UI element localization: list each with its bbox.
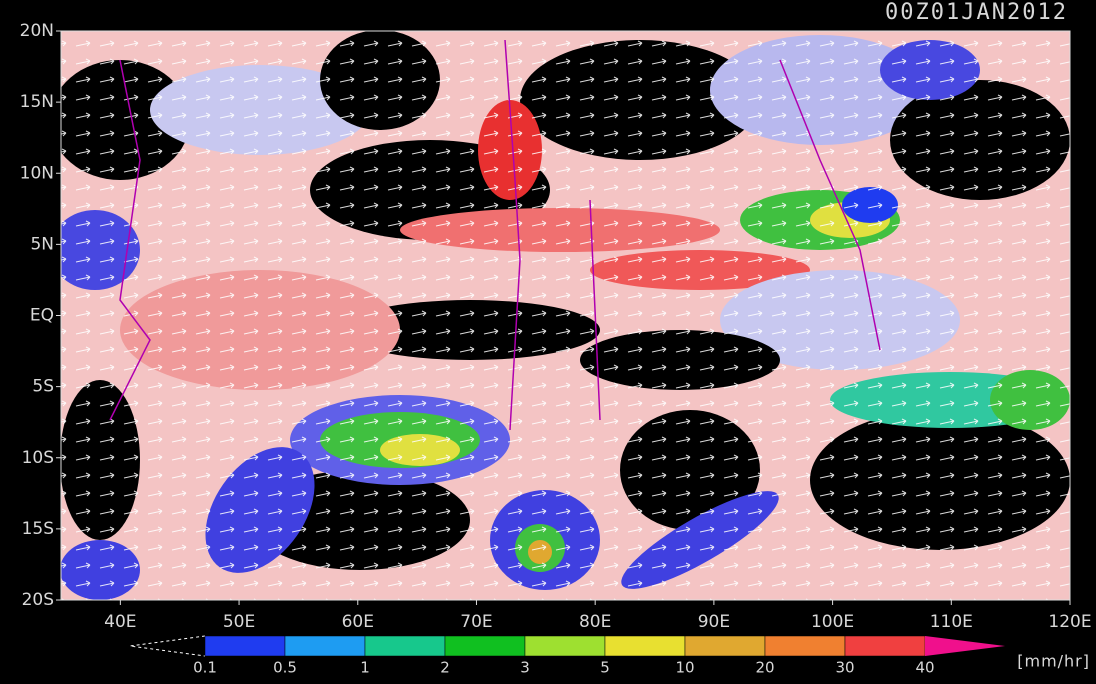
colorbar-box [524,635,606,657]
lon-tick-label: 70E [460,612,492,632]
coastlines [109,39,881,431]
colorbar-label: 0.1 [193,659,217,677]
lat-tick-label: 15S [22,519,54,539]
colorbar-box [844,635,926,657]
lat-tick-label: EQ [30,306,54,326]
lat-tick-label: 5S [32,377,54,397]
colorbar-label: 5 [600,659,610,677]
lat-tick-label: 15N [20,92,54,112]
colorbar-under-triangle [129,635,206,657]
lat-tick-label: 10S [22,448,54,468]
colorbar-box [444,635,526,657]
lon-tick-label: 120E [1048,612,1091,632]
lon-tick-label: 60E [342,612,374,632]
colorbar-box [364,635,446,657]
colorbar-label: 2 [440,659,450,677]
colorbar-box [284,635,366,657]
lon-tick-label: 40E [104,612,136,632]
colorbar-box [764,635,846,657]
colorbar-label: 1 [360,659,370,677]
colorbar-label: 0.5 [273,659,297,677]
lon-tick-label: 80E [579,612,611,632]
colorbar-label: 30 [835,659,854,677]
colorbar-label: 40 [915,659,934,677]
lat-tick-label: 10N [20,163,54,183]
lon-tick-label: 100E [811,612,854,632]
colorbar-box [604,635,686,657]
colorbar-box [684,635,766,657]
map-title: 00Z01JAN2012 [885,0,1068,25]
lat-tick-label: 20S [22,590,54,610]
lat-tick-label: 20N [20,21,54,41]
wind-vectors [61,31,1070,600]
colorbar-unit: [mm/hr] [1017,652,1090,671]
lon-tick-label: 50E [223,612,255,632]
lon-tick-label: 90E [698,612,730,632]
lat-tick-label: 5N [30,234,54,254]
colorbar-label: 3 [520,659,530,677]
colorbar-label: 10 [675,659,694,677]
precip-field [61,31,1070,600]
colorbar-over-triangle [925,636,1005,656]
colorbar-box [204,635,286,657]
colorbar-label: 20 [755,659,774,677]
lon-tick-label: 110E [930,612,973,632]
